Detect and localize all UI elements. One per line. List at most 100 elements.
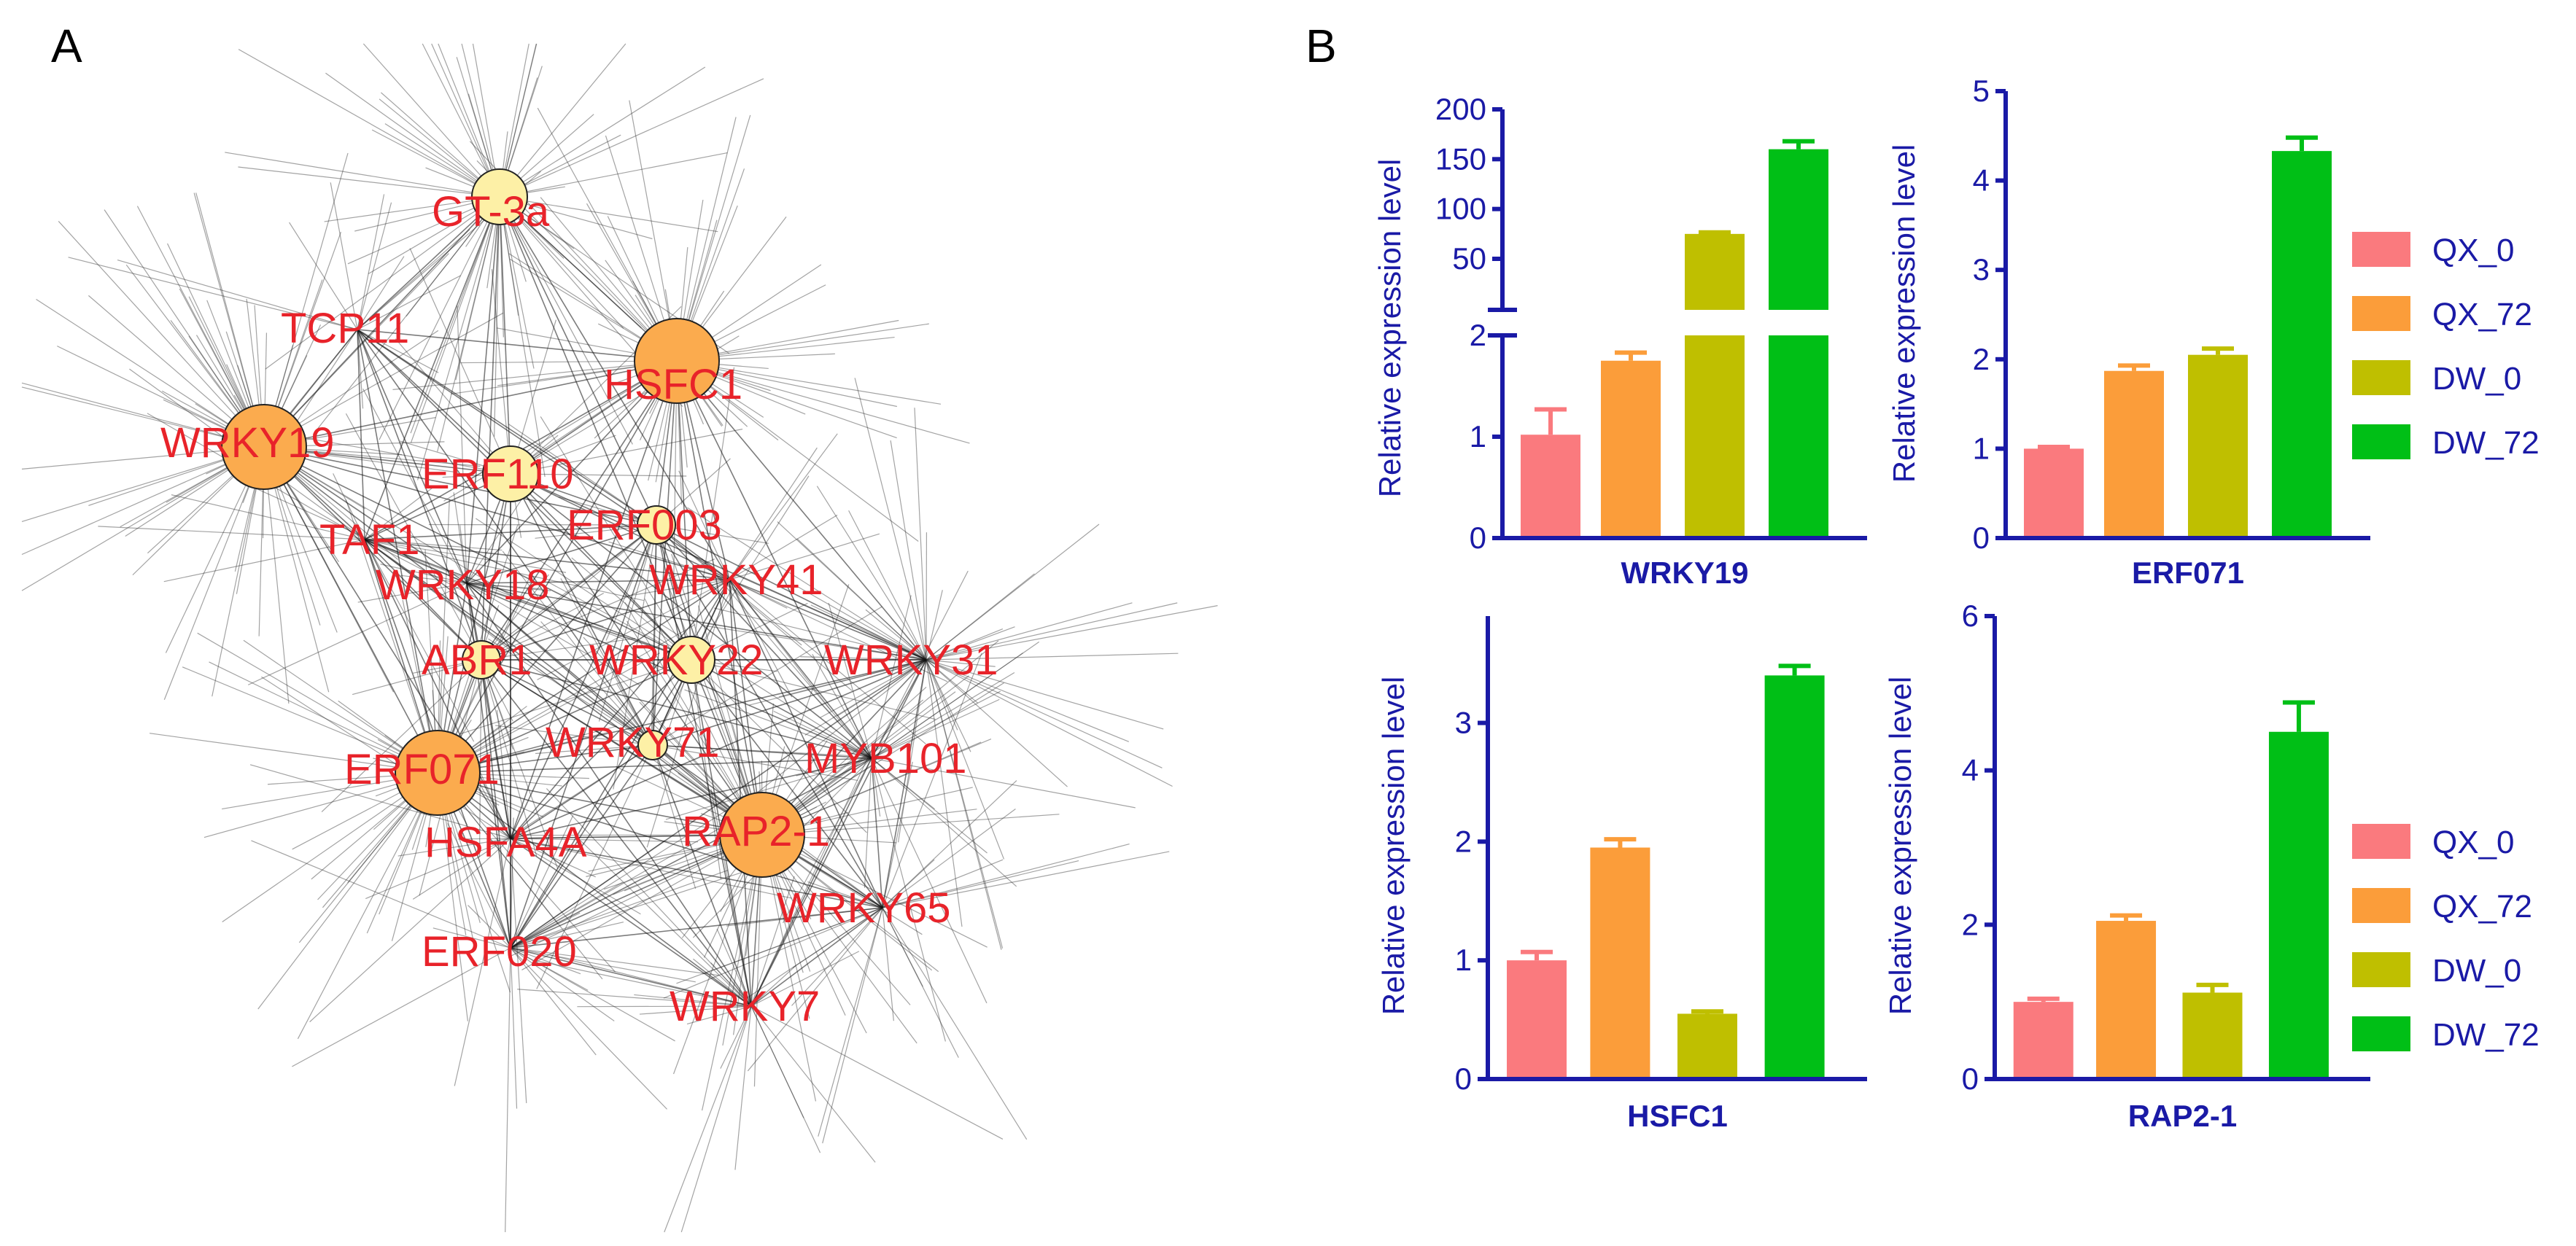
y-tick-label: 50 <box>1452 241 1486 276</box>
legend-swatch-qx-0 <box>2352 824 2410 859</box>
legend-1: QX_0 QX_72 DW_0 DW_72 <box>2352 232 2540 461</box>
network-edge-659 <box>437 772 883 908</box>
network-edge-631 <box>499 196 692 661</box>
network-edge-609 <box>686 1005 752 1025</box>
network-edge-543 <box>882 761 913 908</box>
network-edge-415 <box>321 659 482 812</box>
network-edge-414 <box>481 659 538 857</box>
y-axis-title: Relative expression level <box>1883 677 1917 1016</box>
network-edge-389 <box>466 583 551 591</box>
network-edge-73 <box>499 152 728 198</box>
network-edge-498 <box>871 758 946 1042</box>
network-nodes <box>221 168 805 878</box>
network-edge-487 <box>652 744 858 782</box>
y-axis-title: Relative expression level <box>1373 159 1407 498</box>
bar-qx-72 <box>2104 370 2164 538</box>
network-edge-403 <box>622 579 730 597</box>
y-tick-label: 1 <box>1455 943 1472 977</box>
y-tick-label: 2 <box>1962 907 1979 941</box>
network-edge-655 <box>437 659 927 774</box>
network-edge-91 <box>410 196 500 443</box>
network-edge-593 <box>750 1005 1004 1140</box>
network-edge-676 <box>357 329 511 475</box>
network-edge-507 <box>871 758 988 854</box>
network-edge-433 <box>691 659 867 833</box>
network-edge-107 <box>265 196 500 370</box>
network-edge-404 <box>537 579 730 680</box>
legend-label-dw-72: DW_72 <box>2432 1017 2540 1053</box>
network-edge-493 <box>495 725 653 746</box>
network-edge-116 <box>325 72 500 198</box>
y-tick-label: 1 <box>1973 431 1990 465</box>
panel-a-letter: A <box>51 20 82 72</box>
network-edge-388 <box>380 564 468 584</box>
legend-swatch-dw-72 <box>2352 1016 2410 1051</box>
network-edge-625 <box>499 196 511 475</box>
network-edge-504 <box>871 595 912 759</box>
network-edge-662 <box>510 473 763 836</box>
network-edge-455 <box>865 609 927 661</box>
network-edge-727 <box>729 579 872 759</box>
network-edge-534 <box>397 838 511 857</box>
chart-rap2-1: 0 2 4 6 RAP2-1 Relative expression level <box>1883 599 2370 1133</box>
y-axis-title: Relative expression level <box>1376 677 1411 1016</box>
network-edge-735 <box>481 659 872 759</box>
network-edge-426 <box>459 659 692 735</box>
network-edge-619 <box>263 446 482 661</box>
network-edge-517 <box>871 758 988 1004</box>
legend-swatch-qx-0 <box>2352 232 2410 267</box>
network-edge-481 <box>848 510 927 661</box>
y-tick-label: 150 <box>1435 141 1486 176</box>
network-edge-589 <box>577 1005 752 1008</box>
network-edge-210 <box>437 499 450 774</box>
network-edge-540 <box>822 907 883 1144</box>
network-edge-462 <box>777 521 927 661</box>
network-edge-58 <box>195 192 265 448</box>
bar-qx-72 <box>2096 921 2157 1079</box>
network-edge-695 <box>364 524 657 540</box>
network-edge-59 <box>263 152 349 448</box>
network-edge-439 <box>804 659 927 736</box>
network-edge-331 <box>117 259 358 330</box>
network-edge-561 <box>251 840 511 949</box>
node-label-abr1: ABR1 <box>422 636 532 684</box>
network-edge-578 <box>510 947 667 1110</box>
network-edge-541 <box>702 907 883 975</box>
bar-dw-0 <box>1677 1013 1737 1079</box>
network-edge-738 <box>481 659 511 949</box>
network-edge-716 <box>466 583 692 661</box>
network-edge-119 <box>499 196 718 233</box>
legend-label-dw-0: DW_0 <box>2432 361 2521 397</box>
network-edge-709 <box>364 539 482 661</box>
bar-qx-72 <box>1590 847 1650 1079</box>
network-edge-203 <box>257 772 438 1010</box>
network-edge-393 <box>466 583 640 685</box>
network-edge-544 <box>882 907 923 987</box>
network-edge-717 <box>466 583 927 661</box>
network-edge-368 <box>171 494 365 540</box>
network-edge-94 <box>422 43 500 198</box>
network-edge-690 <box>510 473 927 661</box>
network-edge-452 <box>914 408 927 661</box>
network-edge-476 <box>926 659 1005 860</box>
network-edge-606 <box>664 1005 752 1233</box>
legend-label-qx-72: QX_72 <box>2432 889 2532 924</box>
legend-swatch-qx-72 <box>2352 888 2410 923</box>
network-edge-348 <box>409 248 511 475</box>
network-edge-624 <box>357 196 500 330</box>
network-edge-708 <box>364 539 730 580</box>
network-edge-209 <box>182 666 438 774</box>
network-edge-558 <box>882 907 959 1058</box>
chart-wrky19: 0 1 2 50 100 150 200 WRKY19 Relative expression … <box>1373 92 1867 590</box>
network-edge-764 <box>510 838 752 1007</box>
network-edge-502 <box>783 758 872 924</box>
network-edge-590 <box>716 928 752 1007</box>
network-edge-706 <box>656 524 752 1007</box>
network-edge-92 <box>455 196 500 381</box>
network-edge-176 <box>676 360 942 405</box>
node-wrky19 <box>221 404 307 490</box>
network-edge-734 <box>481 659 653 746</box>
network-edge-513 <box>871 671 1015 759</box>
y-tick-label: 6 <box>1962 599 1979 633</box>
network-edge-538 <box>882 851 1170 908</box>
